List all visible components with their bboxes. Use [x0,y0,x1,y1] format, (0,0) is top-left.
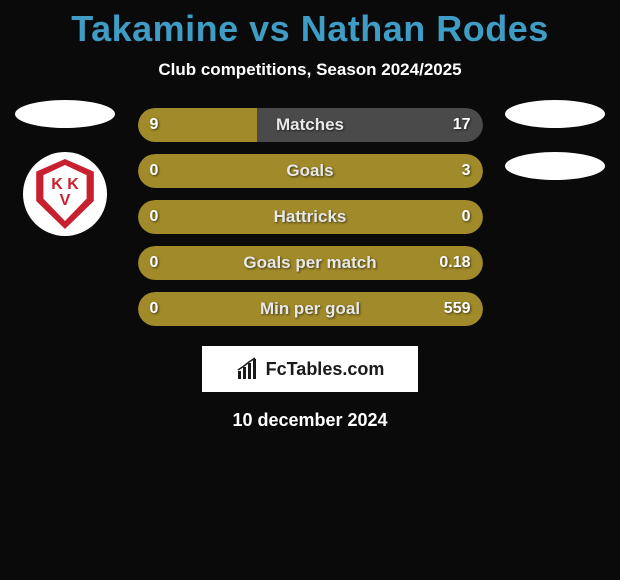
left-player-badges: K K V [10,100,120,236]
stat-label: Matches [138,108,483,142]
player-right-flag-placeholder [505,100,605,128]
stat-label: Goals [138,154,483,188]
stat-row: 0559Min per goal [138,292,483,326]
stat-row: 03Goals [138,154,483,188]
stat-label: Goals per match [138,246,483,280]
player-left-flag-placeholder [15,100,115,128]
comparison-subtitle: Club competitions, Season 2024/2025 [0,60,620,80]
club-logo-top: K K [51,177,79,193]
stat-label: Min per goal [138,292,483,326]
footer-brand-text: FcTables.com [266,359,385,380]
comparison-title: Takamine vs Nathan Rodes [0,0,620,50]
stat-row: 917Matches [138,108,483,142]
club-logo-bottom: V [60,193,71,209]
stat-row: 00Hattricks [138,200,483,234]
stat-label: Hattricks [138,200,483,234]
player-right-club-placeholder [505,152,605,180]
player-left-club-logo: K K V [23,152,107,236]
stat-row: 00.18Goals per match [138,246,483,280]
stat-rows: 917Matches 03Goals 00Hattricks 00.18Goals p… [138,108,483,326]
right-player-badges [500,100,610,204]
chart-area: K K V 917Matches 03Goals 00Hattricks 00.18G… [0,108,620,328]
footer-date: 10 december 2024 [0,410,620,431]
bar-chart-icon [236,357,260,381]
footer-brand-badge: FcTables.com [202,346,418,392]
